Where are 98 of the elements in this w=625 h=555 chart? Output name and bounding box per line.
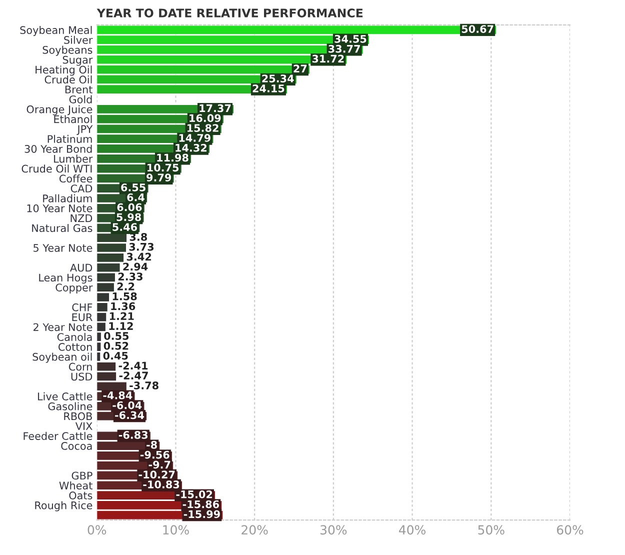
y-tick-label: Soybeans [42, 46, 92, 56]
data-label: 34.55 [334, 34, 366, 43]
data-label: 3.42 [126, 252, 152, 261]
x-tick-label: 50% [478, 525, 504, 535]
data-label: 5.98 [116, 213, 142, 222]
data-label: 0.55 [104, 332, 129, 340]
data-label: -2.41 [118, 362, 148, 370]
y-tick-label: CHF [72, 303, 92, 312]
y-tick-label: Coffee [59, 174, 92, 183]
data-label: 1.58 [112, 292, 137, 300]
data-label: 17.37 [200, 104, 231, 112]
data-label: -15.99 [184, 510, 220, 518]
data-label: -6.83 [118, 431, 148, 439]
data-label: -10.83 [143, 480, 180, 488]
data-label: 15.82 [187, 124, 218, 132]
data-label: 6.06 [117, 203, 142, 212]
y-tick-label: 2 Year Note [34, 323, 92, 332]
y-tick-label: Platinum [48, 134, 92, 143]
y-tick-label: EUR [72, 313, 92, 322]
data-label: 14.79 [179, 134, 210, 142]
x-tick-label: 60% [556, 525, 584, 535]
y-tick-label: 10 Year Note [27, 204, 92, 212]
data-label: -6.04 [112, 401, 142, 410]
y-tick-label: Ethanol [54, 115, 92, 124]
y-tick-label: Brent [65, 86, 92, 94]
y-tick-label: NZD [70, 214, 92, 222]
y-tick-label: Oats [69, 492, 92, 500]
y-tick-label: Soybean Meal [20, 26, 92, 36]
data-label: -9.7 [148, 460, 170, 469]
data-label: 14.32 [176, 144, 207, 152]
data-label: -8 [146, 440, 157, 449]
data-label: -4.84 [103, 391, 132, 400]
y-tick-label: Gold [69, 95, 92, 104]
data-label: 11.98 [157, 154, 188, 162]
data-label: 25.34 [262, 74, 294, 82]
y-tick-label: RBOB [64, 412, 92, 420]
y-tick-label: Lumber [54, 154, 93, 163]
data-label: -3.78 [130, 382, 158, 390]
data-label: 27 [294, 64, 307, 72]
y-tick-label: GBP [72, 472, 92, 480]
data-label: 31.72 [312, 54, 344, 63]
data-label: -2.47 [119, 372, 148, 380]
data-label: -6.34 [115, 411, 144, 420]
y-tick-label: Gasoline [48, 402, 92, 410]
x-tick-label: 40% [399, 525, 426, 535]
y-tick-label: USD [71, 372, 92, 381]
data-label: 1.36 [111, 302, 136, 310]
y-tick-label: Cocoa [61, 442, 92, 450]
y-tick-label: Live Cattle [38, 392, 92, 400]
data-label: 50.67 [462, 25, 494, 33]
y-tick-label: Palladium [43, 194, 92, 202]
y-tick-label: Silver [64, 36, 93, 44]
data-label: 6.55 [121, 184, 146, 192]
data-label: 5.46 [112, 223, 138, 231]
x-tick-label: 30% [320, 525, 347, 535]
y-tick-label: Natural Gas [32, 224, 92, 232]
data-label: 0.45 [103, 352, 128, 360]
y-tick-label: 5 Year Note [34, 244, 92, 252]
data-label: 9.79 [146, 174, 172, 182]
data-label: 16.09 [190, 114, 221, 122]
y-tick-label: Feeder Cattle [24, 432, 92, 440]
y-tick-label: VIX [75, 422, 92, 430]
x-tick-label: 0% [88, 525, 106, 535]
data-label: 1.12 [109, 322, 133, 330]
y-tick-label: CAD [70, 184, 92, 192]
data-label: 1.21 [110, 312, 134, 320]
data-label: 10.75 [148, 164, 179, 172]
y-tick-label: Soybean oil [32, 352, 92, 363]
data-label: 6.4 [127, 193, 144, 202]
data-label: -10.27 [138, 470, 175, 478]
y-tick-label: AUD [70, 264, 92, 272]
data-label: 0.52 [104, 342, 128, 350]
y-tick-label: 30 Year Bond [24, 144, 92, 153]
y-tick-label: Crude Oil WTI [22, 164, 92, 173]
data-label: -15.86 [182, 500, 220, 508]
y-tick-label: Lean Hogs [39, 274, 92, 284]
y-tick-label: Corn [68, 362, 92, 371]
data-label: 3.73 [129, 242, 154, 251]
chart-title: YEAR TO DATE RELATIVE PERFORMANCE [96, 8, 363, 18]
y-tick-label: Orange Juice [26, 105, 92, 116]
data-label: -15.02 [176, 490, 212, 498]
data-label: 33.77 [328, 44, 360, 53]
x-tick-label: 10% [163, 525, 189, 535]
y-tick-label: Sugar [62, 56, 93, 66]
y-tick-label: JPY [76, 125, 93, 135]
data-label: 24.15 [252, 84, 284, 92]
data-label: 2.33 [118, 272, 142, 280]
data-label: 2.94 [123, 262, 148, 271]
y-tick-label: Cotton [58, 342, 92, 351]
y-tick-label: Rough Rice [35, 501, 92, 512]
data-label: -9.56 [140, 450, 170, 459]
data-label: 2.2 [117, 282, 134, 290]
y-tick-label: Wheat [59, 481, 92, 490]
y-tick-label: Canola [57, 332, 92, 341]
y-tick-label: Crude Oil [44, 75, 92, 84]
y-tick-label: Copper [56, 284, 93, 294]
y-tick-label: Heating Oil [36, 66, 92, 76]
x-tick-label: 20% [242, 525, 268, 535]
